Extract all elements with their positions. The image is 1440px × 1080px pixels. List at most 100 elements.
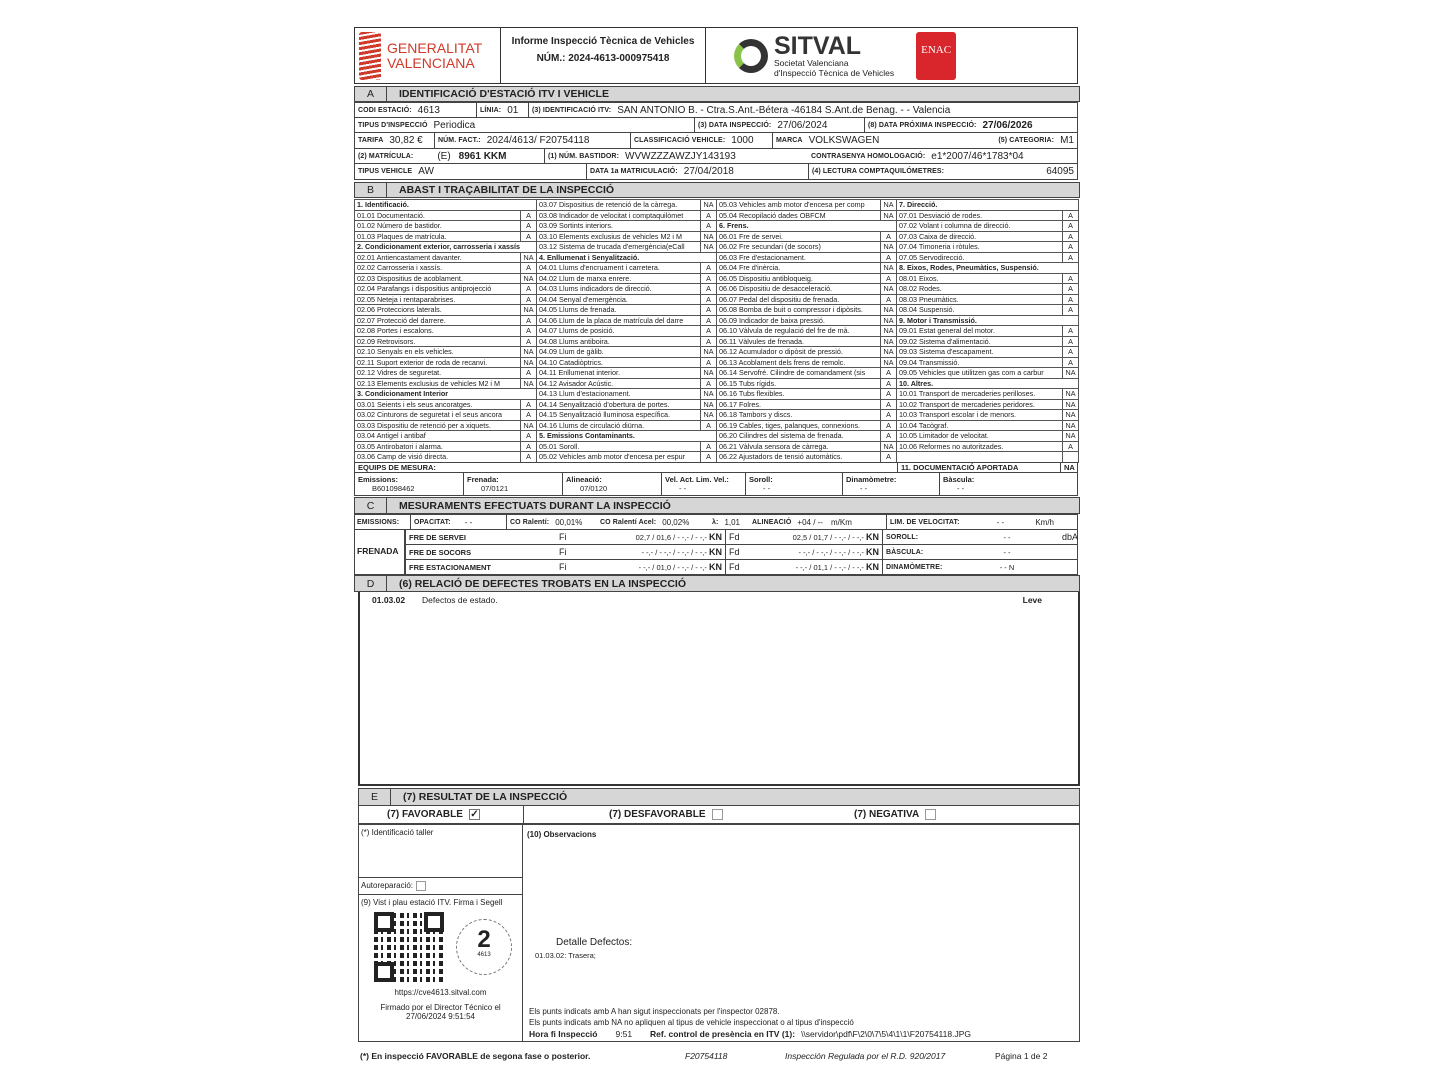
scope-item-status: A <box>700 262 717 274</box>
doc-label: 11. DOCUMENTACIÓ APORTADA <box>898 463 1061 472</box>
autorepair-checkbox[interactable] <box>416 881 427 891</box>
report-number: NÚM.: 2024-4613-000975418 <box>536 53 670 64</box>
equipment-cell: Bàscula: - - <box>940 473 1077 495</box>
scope-item-status: A <box>1061 209 1080 221</box>
scope-item-status: A <box>1061 283 1080 295</box>
footer-regulation: Inspección Regulada por el R.D. 920/2017 <box>785 1051 946 1061</box>
scope-item-status: NA <box>520 346 537 358</box>
scope-item-status: NA <box>880 335 897 347</box>
scope-item-status: A <box>700 209 717 221</box>
emissions-label: EMISSIONS: <box>357 518 400 526</box>
scope-item-status: NA <box>880 199 897 211</box>
unit: KN <box>866 547 879 557</box>
unit: KN <box>866 562 879 572</box>
equipment-value: - - <box>860 484 868 493</box>
equipment-cell: Vel. Act. Lim. Vel.: - - <box>662 473 746 495</box>
equipment-label: Bàscula: <box>943 475 975 484</box>
scope-item-label: 04.14 Senyalització d'obertura de portes… <box>536 398 701 410</box>
scope-item-status: A <box>700 272 717 284</box>
scope-item-status: NA <box>880 346 897 358</box>
scope-item-status: A <box>880 388 897 400</box>
scope-item-label: 01.03 Plaques de matrícula. <box>354 230 521 242</box>
equipment-value: 07/0121 <box>481 484 509 493</box>
scope-item-status: NA <box>700 241 717 253</box>
end-time-label: Hora fi Inspecció <box>529 1029 598 1039</box>
scope-item-status: A <box>520 220 537 232</box>
section-title: (6) RELACIÓ DE DEFECTES TROBATS EN LA IN… <box>399 577 687 590</box>
scope-item-status: A <box>700 314 717 326</box>
equipment-label: Vel. Act. Lim. Vel.: <box>665 475 729 484</box>
favorable-checkbox[interactable]: ✓ <box>468 809 480 820</box>
scope-item-label: 06.07 Pedal del dispositiu de frenada. <box>716 293 881 305</box>
scope-item-label: 06.09 Indicador de baixa pressió. <box>716 314 881 326</box>
scope-row: 02.07 Protecció del darrere. A 04.06 Llum … <box>354 314 1080 326</box>
itv-identification: SAN ANTONIO B. - Ctra.S.Ant.-Bétera -461… <box>617 104 951 116</box>
scope-item-status: A <box>700 377 717 389</box>
scope-item-status: A <box>880 430 897 442</box>
equipment-value: - - <box>957 484 965 493</box>
scope-item-status: NA <box>700 388 717 400</box>
stamp-label: (9) Vist i plau estació ITV. Firma i Seg… <box>361 898 503 907</box>
scope-item-label: 10.04 Tacògraf. <box>896 419 1063 431</box>
equipment-value: - - <box>763 484 771 493</box>
autorepair-label: Autoreparació: <box>361 881 414 891</box>
stamp-number: 2 <box>477 926 491 953</box>
label: CO Ralentí: <box>510 518 550 526</box>
scope-row: 03.03 Dispositiu de retenció per a xique… <box>354 419 1080 431</box>
scope-group-heading: 8. Eixos, Rodes, Pneumàtics, Suspensió. <box>895 262 1080 274</box>
scope-item-status: A <box>1061 272 1080 284</box>
sitval-sub1: Societat Valenciana <box>774 57 849 68</box>
label: NÚM. FACT.: <box>438 137 481 144</box>
scope-item-label: 06.08 Bomba de buit o compressor i dipòs… <box>716 304 881 316</box>
sitval-logo-icon <box>734 38 768 73</box>
desfavorable-checkbox[interactable] <box>711 808 723 820</box>
scope-item-status: A <box>1061 440 1080 452</box>
extra-value: - - <box>1003 547 1011 557</box>
label: (5) CATEGORIA: <box>998 137 1055 144</box>
scope-item-status: NA <box>700 409 717 421</box>
signed-by: Firmado por el Director Técnico el <box>380 1003 501 1012</box>
unit: KN <box>709 532 722 542</box>
scope-item-status: NA <box>700 398 717 410</box>
lambda: 1,01 <box>724 517 741 527</box>
left-panel: (*) Identificació taller Autoreparació: … <box>358 824 523 1042</box>
scope-item-label: 06.15 Tubs rígids. <box>716 377 881 389</box>
scope-item-label: 02.01 Antiencastament davanter. <box>354 251 521 263</box>
equipment-cell: Soroll: - - <box>746 473 843 495</box>
scope-item-label: 04.03 Llums indicadors de direcció. <box>536 283 701 295</box>
equipment-cell: Emissions: B601098462 <box>355 473 464 495</box>
scope-item-label: 02.03 Dispositius de acoblament. <box>354 272 521 284</box>
scope-row: 03.02 Cinturons de seguretat i el seus a… <box>354 409 1080 421</box>
scope-item-status: A <box>1061 230 1080 242</box>
scope-item-status: NA <box>880 314 897 326</box>
scope-item-status: A <box>520 451 537 463</box>
label: (4) LECTURA COMPTAQUILÓMETRES: <box>812 168 945 175</box>
category: M1 <box>1060 135 1074 146</box>
scope-item-status: A <box>700 451 717 463</box>
result-row: (7) FAVORABLE ✓ (7) DESFAVORABLE (7) NEGA… <box>358 806 1080 824</box>
note-na: Els punts indicats amb NA no apliquen al… <box>529 1018 854 1027</box>
negativa-checkbox[interactable] <box>925 808 937 820</box>
scope-row: 02.02 Carrosseria i xassís. A 04.01 Llums … <box>354 262 1080 274</box>
brake-row: FRE DE SERVEI Fi 02,7 / 01,6 / - -,- / - … <box>405 530 1078 545</box>
defect-detail-title: Detalle Defectos: <box>556 937 633 948</box>
scope-item-status: A <box>520 398 537 410</box>
brake-fd: - -,- / 01,1 / - -,- / - -,- <box>795 563 864 572</box>
frenada-box <box>354 530 405 575</box>
extra-label: BÀSCULA: <box>886 548 924 556</box>
extra-label: SOROLL: <box>886 533 919 541</box>
verification-url[interactable]: https://cve4613.sitval.com <box>394 988 487 997</box>
equipment-label: Alineació: <box>566 475 602 484</box>
scope-item-label: 04.05 Llums de frenada. <box>536 304 701 316</box>
section-title: IDENTIFICACIÓ D'ESTACIÓ ITV I VEHICLE <box>399 88 609 100</box>
scope-row: 02.13 Elements exclusius de vehicles M2 … <box>354 377 1080 389</box>
fd-label: Fd <box>729 532 740 542</box>
scope-item-label: 04.02 Llum de marxa enrere. <box>536 272 701 284</box>
scope-item-label: 07.02 Volant i columna de direcció. <box>896 220 1063 232</box>
scope-item-status: NA <box>700 199 717 211</box>
scope-item-status: A <box>520 325 537 337</box>
scope-row: 02.10 Senyals en els vehicles. NA 04.09 Ll… <box>354 346 1080 358</box>
scope-item-status: A <box>1061 220 1080 232</box>
observations-label: (10) Observacions <box>527 830 597 839</box>
equipment-label: Frenada: <box>467 475 499 484</box>
